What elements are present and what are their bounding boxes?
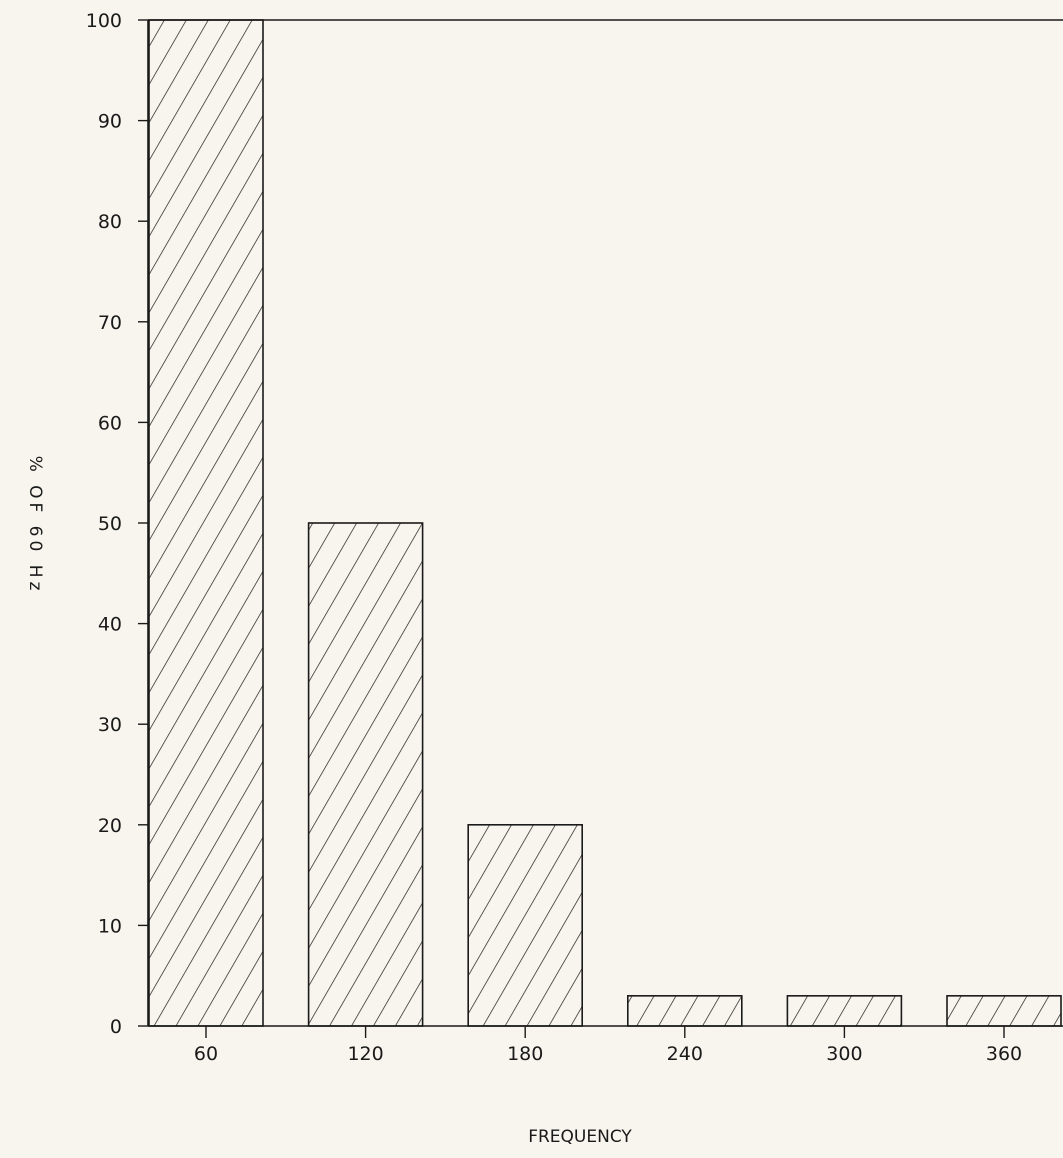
y-tick-label: 70 bbox=[98, 312, 122, 334]
x-tick-label: 240 bbox=[667, 1043, 703, 1065]
bar-240 bbox=[626, 995, 743, 1027]
x-tick-label: 60 bbox=[194, 1043, 218, 1065]
y-tick-label: 80 bbox=[98, 211, 122, 233]
y-tick-label: 10 bbox=[98, 915, 122, 937]
bar-360 bbox=[946, 995, 1062, 1027]
y-tick-label: 100 bbox=[86, 10, 122, 32]
y-tick-label: 60 bbox=[98, 412, 122, 434]
bars bbox=[148, 19, 1062, 1027]
y-tick-label: 0 bbox=[110, 1016, 122, 1038]
x-tick-label: 120 bbox=[347, 1043, 383, 1065]
y-tick-label: 90 bbox=[98, 111, 122, 133]
plot-frame bbox=[147, 19, 1063, 1027]
x-tick-label: 300 bbox=[826, 1043, 862, 1065]
y-tick-label: 20 bbox=[98, 815, 122, 837]
y-tick-label: 30 bbox=[98, 714, 122, 736]
bar-180 bbox=[467, 823, 584, 1027]
x-tick-label: 180 bbox=[507, 1043, 543, 1065]
y-axis-label: % OF 60 Hz bbox=[25, 456, 45, 595]
y-ticks: 0 10 20 30 40 50 60 70 80 90 100 bbox=[86, 10, 148, 1038]
bar-300 bbox=[786, 995, 903, 1027]
x-tick-label: 360 bbox=[986, 1043, 1022, 1065]
bar-60 bbox=[148, 19, 264, 1027]
bar-120 bbox=[307, 522, 424, 1027]
x-ticks: 60 120 180 240 300 360 bbox=[194, 1026, 1022, 1065]
x-axis-label: FREQUENCY bbox=[528, 1127, 632, 1147]
y-tick-label: 50 bbox=[98, 513, 122, 535]
y-tick-label: 40 bbox=[98, 614, 122, 636]
